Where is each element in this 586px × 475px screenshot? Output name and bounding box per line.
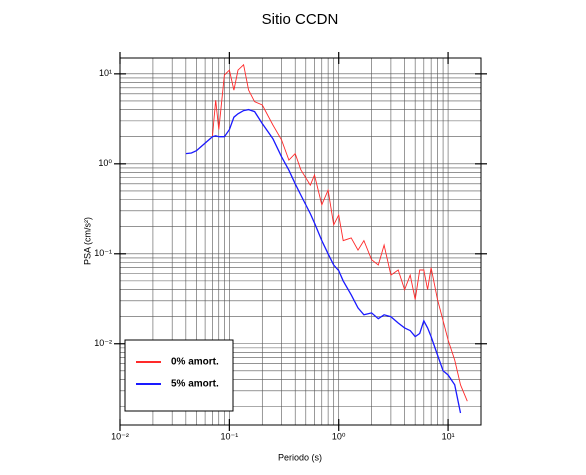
y-axis-label: PSA (cm/s²)	[82, 217, 92, 265]
plot-frame	[119, 57, 482, 426]
legend-box	[124, 339, 234, 412]
x-tick-label: 10⁻²	[111, 431, 129, 441]
y-tick-label: 10⁻²	[94, 338, 112, 348]
x-tick-label: 10¹	[442, 431, 455, 441]
data-line	[185, 108, 462, 414]
y-tick-label: 10⁰	[98, 158, 112, 168]
legend-label: 0% amort.	[171, 357, 219, 368]
y-tick-label: 10¹	[99, 68, 112, 78]
x-tick-label: 10⁻¹	[220, 431, 238, 441]
y-tick-label: 10⁻¹	[94, 248, 112, 258]
data-line	[196, 63, 468, 402]
x-tick-label: 10⁰	[332, 431, 346, 441]
x-axis-label: Periodo (s)	[278, 452, 322, 462]
legend-label: 5% amort.	[171, 379, 219, 390]
chart-title: Sitio CCDN	[262, 11, 339, 28]
